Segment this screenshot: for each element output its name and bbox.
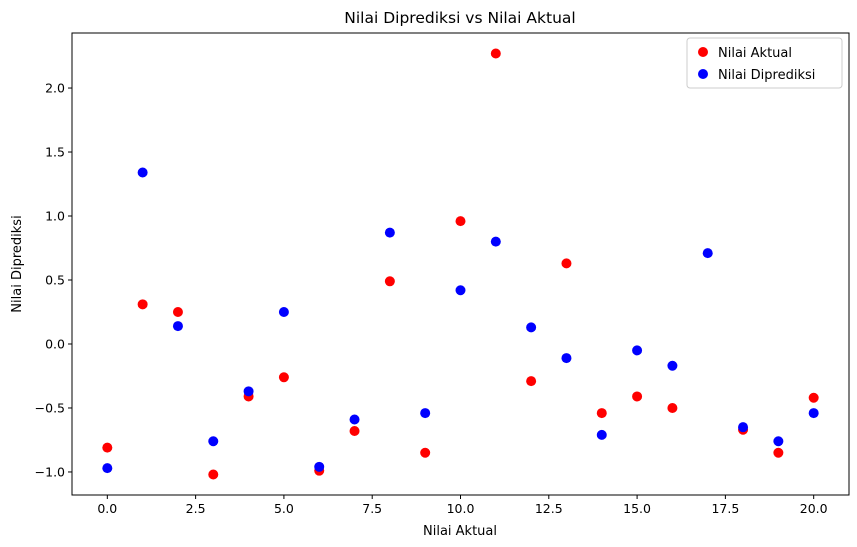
plot-area bbox=[71, 32, 850, 496]
chart-title: Nilai Diprediksi vs Nilai Aktual bbox=[344, 9, 575, 27]
y-axis-label: Nilai Diprediksi bbox=[10, 215, 25, 312]
y-tick-label: 1.0 bbox=[45, 209, 65, 224]
y-tick-label: 0.5 bbox=[45, 272, 65, 287]
point-nilai-diprediksi bbox=[243, 386, 254, 397]
point-nilai-aktual bbox=[278, 372, 289, 383]
x-tick-label: 12.5 bbox=[535, 501, 563, 516]
y-tick-label: 2.0 bbox=[45, 81, 65, 96]
point-nilai-aktual bbox=[420, 447, 431, 458]
point-nilai-diprediksi bbox=[808, 408, 819, 419]
y-axis: −1.0 −0.5 0.0 0.5 1.0 1.5 2.0 bbox=[35, 81, 72, 479]
point-nilai-diprediksi bbox=[384, 227, 395, 238]
point-nilai-diprediksi bbox=[667, 360, 678, 371]
point-nilai-aktual bbox=[137, 299, 148, 310]
legend-box bbox=[686, 37, 843, 89]
point-nilai-diprediksi bbox=[702, 248, 713, 259]
point-nilai-diprediksi bbox=[420, 408, 431, 419]
point-nilai-aktual bbox=[596, 408, 607, 419]
point-nilai-aktual bbox=[561, 258, 572, 269]
x-tick-label: 0.0 bbox=[97, 501, 117, 516]
point-nilai-aktual bbox=[102, 442, 113, 453]
x-tick-label: 20.0 bbox=[800, 501, 828, 516]
y-tick-label: 0.0 bbox=[45, 336, 65, 351]
point-nilai-diprediksi bbox=[314, 461, 325, 472]
y-tick-label: 1.5 bbox=[45, 145, 65, 160]
point-nilai-aktual bbox=[773, 447, 784, 458]
point-nilai-diprediksi bbox=[102, 463, 113, 474]
point-nilai-diprediksi bbox=[208, 436, 219, 447]
legend-label-aktual: Nilai Aktual bbox=[718, 46, 792, 61]
x-tick-label: 5.0 bbox=[274, 501, 294, 516]
point-nilai-diprediksi bbox=[596, 429, 607, 440]
legend: Nilai Aktual Nilai Diprediksi bbox=[686, 37, 843, 89]
point-nilai-aktual bbox=[490, 48, 501, 59]
point-nilai-aktual bbox=[349, 426, 360, 437]
x-tick-label: 7.5 bbox=[362, 501, 382, 516]
legend-marker-diprediksi bbox=[698, 69, 708, 79]
point-nilai-diprediksi bbox=[561, 353, 572, 364]
point-nilai-diprediksi bbox=[490, 236, 501, 247]
data-points bbox=[102, 48, 819, 480]
point-nilai-aktual bbox=[172, 306, 183, 317]
x-tick-label: 15.0 bbox=[623, 501, 651, 516]
x-tick-label: 17.5 bbox=[711, 501, 739, 516]
x-tick-label: 2.5 bbox=[186, 501, 206, 516]
point-nilai-aktual bbox=[667, 402, 678, 413]
point-nilai-diprediksi bbox=[455, 285, 466, 296]
point-nilai-aktual bbox=[808, 392, 819, 403]
point-nilai-diprediksi bbox=[738, 422, 749, 433]
point-nilai-aktual bbox=[208, 469, 219, 480]
point-nilai-diprediksi bbox=[632, 345, 643, 356]
point-nilai-diprediksi bbox=[172, 321, 183, 332]
x-axis: 0.0 2.5 5.0 7.5 10.0 12.5 15.0 17.5 20.0 bbox=[97, 495, 828, 516]
y-tick-label: −0.5 bbox=[35, 400, 65, 415]
point-nilai-aktual bbox=[526, 376, 537, 387]
point-nilai-diprediksi bbox=[526, 322, 537, 333]
point-nilai-diprediksi bbox=[773, 436, 784, 447]
point-nilai-aktual bbox=[455, 216, 466, 227]
y-tick-label: −1.0 bbox=[35, 464, 65, 479]
x-tick-label: 10.0 bbox=[447, 501, 475, 516]
x-axis-label: Nilai Aktual bbox=[423, 524, 497, 539]
point-nilai-diprediksi bbox=[349, 414, 360, 425]
point-nilai-diprediksi bbox=[137, 167, 148, 178]
point-nilai-aktual bbox=[632, 391, 643, 402]
point-nilai-diprediksi bbox=[278, 306, 289, 317]
legend-label-diprediksi: Nilai Diprediksi bbox=[718, 68, 815, 83]
point-nilai-aktual bbox=[384, 276, 395, 287]
legend-marker-aktual bbox=[698, 47, 708, 57]
